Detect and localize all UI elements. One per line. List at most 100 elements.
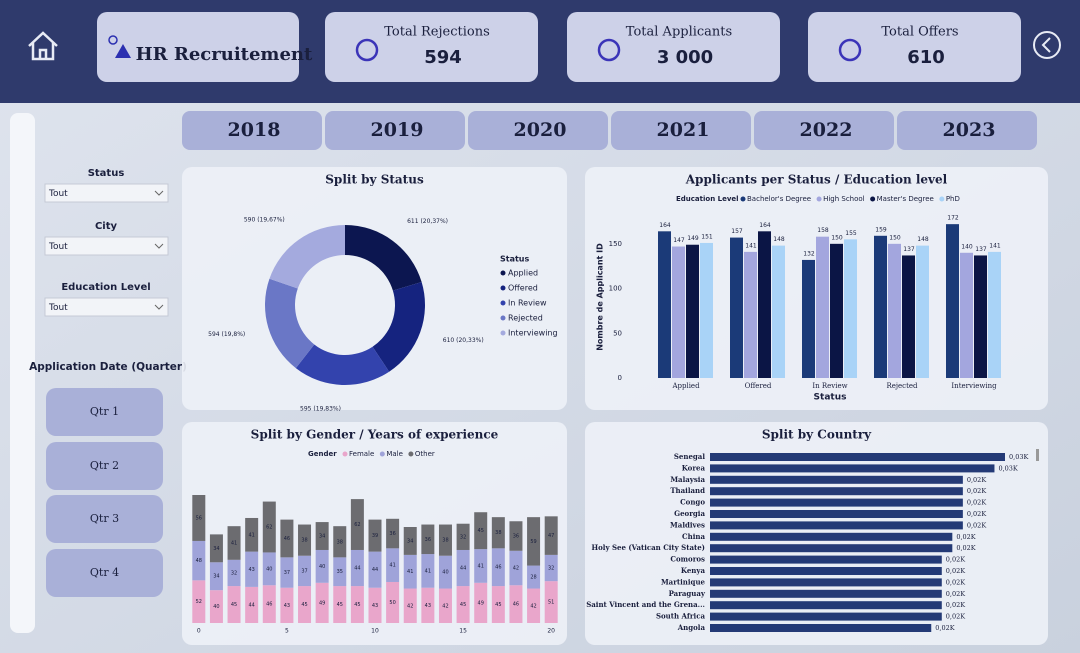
year-tab[interactable] [754, 111, 894, 150]
slice-label: 610 (20,33%) [443, 337, 484, 344]
bar [710, 555, 942, 564]
segment-label: 43 [284, 603, 290, 609]
kpi-card [567, 12, 780, 82]
x-tick-label: Applied [671, 382, 700, 390]
segment-label: 45 [495, 602, 501, 608]
segment-label: 49 [319, 600, 325, 606]
stacked-segment [474, 549, 488, 583]
stacked-segment [544, 516, 558, 555]
bar-value-label: 149 [687, 235, 699, 242]
y-axis-title: Nombre de Applicant ID [596, 243, 605, 351]
segment-label: 32 [231, 570, 237, 576]
year-tab[interactable] [182, 111, 322, 150]
bar [888, 243, 901, 378]
list-scrollbar[interactable] [1036, 449, 1039, 461]
kpi-card [808, 12, 1021, 82]
legend-label: Applied [508, 269, 538, 278]
legend-marker [500, 315, 506, 321]
legend-marker [408, 451, 414, 457]
quarter-button[interactable] [46, 442, 163, 490]
stacked-segment [368, 519, 382, 552]
bar [758, 231, 771, 378]
year-label: 2019 [371, 119, 424, 141]
legend-title: Gender [308, 450, 337, 458]
kpi-icon [597, 38, 621, 62]
segment-label: 59 [530, 539, 536, 545]
bar [974, 255, 987, 378]
bar-value-label: 0,02K [967, 510, 986, 518]
back-button[interactable] [1033, 31, 1061, 59]
dropdown-value: Tout [48, 189, 68, 199]
bar [710, 475, 963, 484]
bar-value-label: 0,02K [946, 578, 965, 586]
stacked-segment [262, 552, 276, 586]
bar [672, 246, 685, 378]
side-scrollbar[interactable] [10, 113, 35, 633]
segment-label: 45 [354, 602, 360, 608]
stacked-segment [544, 581, 558, 623]
bar-value-label: 140 [961, 243, 973, 250]
home-icon[interactable] [28, 31, 58, 61]
stacked-segment [386, 518, 400, 549]
segment-label: 51 [548, 600, 554, 606]
donut-slice [295, 344, 390, 385]
bar [772, 245, 785, 378]
segment-label: 36 [425, 537, 431, 543]
donut-slice [372, 282, 425, 372]
dropdown-chevron [154, 190, 164, 196]
stacked-segment [527, 517, 541, 566]
year-tab[interactable] [897, 111, 1037, 150]
stacked-segment [509, 585, 523, 623]
kpi-value: 3 000 [657, 47, 713, 68]
dropdown[interactable] [44, 236, 169, 256]
year-label: 2018 [228, 119, 281, 141]
year-tab[interactable] [468, 111, 608, 150]
legend-marker [379, 451, 385, 457]
x-tick-label: Offered [745, 382, 772, 390]
segment-label: 42 [513, 566, 519, 572]
stacked-segment [491, 517, 505, 549]
bar [710, 567, 942, 575]
dropdown[interactable] [44, 297, 169, 317]
x-tick-label: In Review [812, 382, 847, 390]
filter-label: City [95, 221, 118, 232]
donut-slice [269, 225, 345, 289]
legend-label: Other [415, 450, 435, 458]
dropdown[interactable] [44, 183, 169, 203]
segment-label: 56 [196, 515, 202, 521]
segment-label: 36 [389, 531, 395, 537]
x-tick-label: Interviewing [951, 382, 997, 390]
quarter-button[interactable] [46, 388, 163, 436]
legend-marker [500, 270, 506, 276]
segment-label: 42 [530, 603, 536, 609]
bar [710, 498, 963, 507]
segment-label: 46 [284, 536, 290, 542]
y-tick-label: Senegal [674, 452, 705, 461]
legend-label: Bachelor's Degree [747, 195, 811, 203]
stacked-segment [386, 581, 400, 623]
year-tab[interactable] [611, 111, 751, 150]
stacked-segment [298, 586, 312, 623]
slice-label: 594 (19,8%) [208, 331, 245, 338]
stacked-segment [227, 586, 241, 623]
segment-label: 32 [548, 566, 554, 572]
stacked-segment [527, 565, 541, 589]
segment-label: 41 [389, 563, 395, 569]
y-tick-label: 0 [618, 374, 622, 382]
segment-label: 45 [301, 602, 307, 608]
chart-title: Split by Gender / Years of experience [251, 428, 499, 442]
bar-value-label: 164 [759, 222, 771, 229]
segment-label: 40 [213, 604, 219, 610]
segment-label: 45 [231, 602, 237, 608]
quarter-button[interactable] [46, 495, 163, 543]
quarter-button[interactable] [46, 549, 163, 597]
year-tab[interactable] [325, 111, 465, 150]
bar-value-label: 137 [903, 246, 915, 253]
stacked-segment [386, 548, 400, 582]
title-box [97, 12, 299, 82]
stacked-segment [315, 582, 329, 623]
bar-value-label: 157 [731, 228, 743, 235]
y-tick-label: Angola [677, 623, 706, 632]
segment-label: 28 [530, 575, 536, 581]
y-tick-label: Martinique [661, 577, 706, 586]
